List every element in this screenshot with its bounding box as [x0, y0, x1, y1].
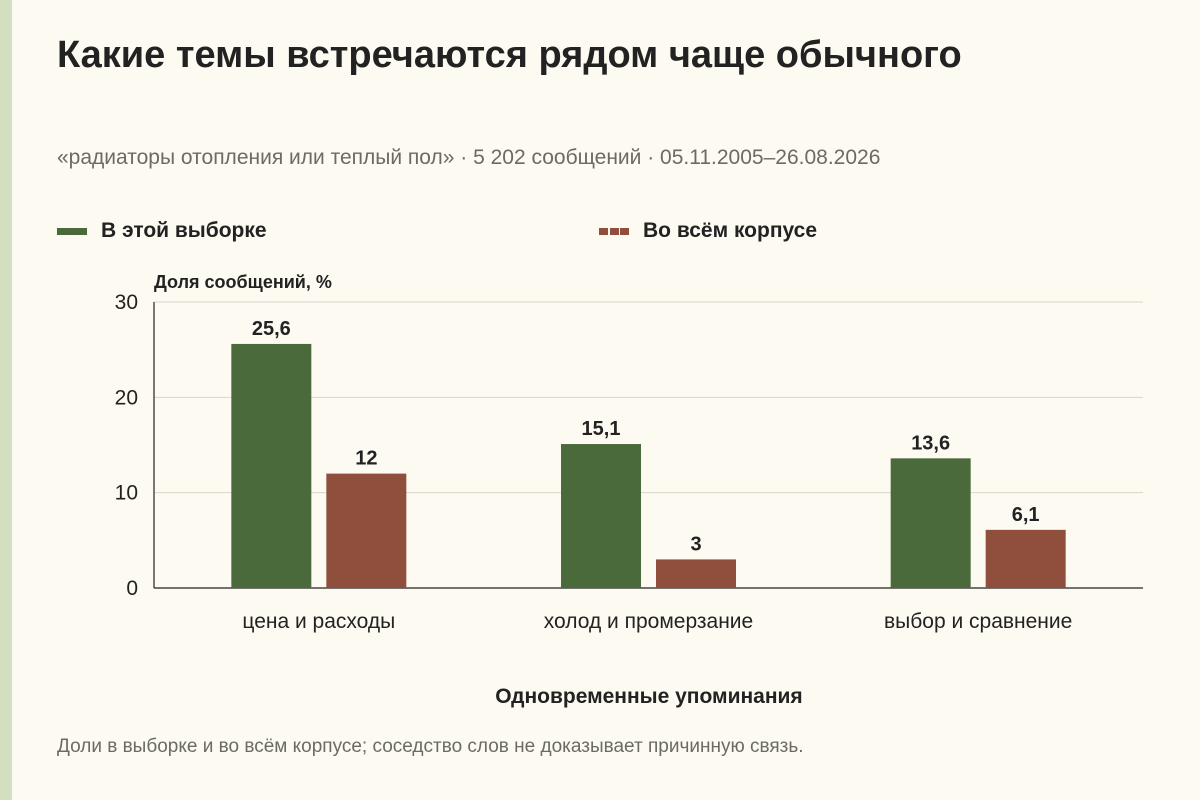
- legend-label-sample: В этой выборке: [101, 219, 267, 242]
- data-label: 13,6: [911, 432, 950, 454]
- x-tick-label: холод и промерзание: [544, 610, 753, 633]
- data-label: 12: [355, 448, 377, 470]
- bar-sample: [561, 444, 641, 588]
- data-label: 25,6: [252, 318, 291, 340]
- bar-corpus: [656, 559, 736, 588]
- x-tick-label: выбор и сравнение: [884, 610, 1072, 633]
- legend-item-sample: В этой выборке: [57, 219, 267, 243]
- chart-subtitle: «радиаторы отопления или теплый пол» · 5…: [57, 146, 881, 169]
- x-axis-title: Одновременные упоминания: [495, 685, 803, 708]
- y-tick-label: 30: [115, 291, 138, 314]
- bar-corpus: [985, 529, 1066, 588]
- footnote: Доли в выборке и во всём корпусе; соседс…: [57, 736, 804, 757]
- legend-swatch-sample: [57, 227, 87, 235]
- legend-item-corpus: Во всём корпусе: [599, 219, 817, 243]
- bar-sample: [231, 343, 312, 588]
- data-label: 6,1: [1012, 504, 1040, 526]
- y-tick-label: 10: [115, 482, 138, 505]
- chart-title: Какие темы встречаются рядом чаще обычно…: [57, 34, 962, 76]
- bar-corpus: [326, 473, 407, 588]
- bar-sample: [890, 458, 971, 588]
- legend-swatch-corpus: [599, 227, 629, 235]
- data-label: 3: [690, 533, 701, 555]
- legend-label-corpus: Во всём корпусе: [643, 219, 818, 242]
- y-tick-label: 0: [126, 577, 138, 600]
- x-tick-label: цена и расходы: [242, 610, 395, 633]
- data-label: 15,1: [582, 418, 621, 440]
- left-accent-bar: [0, 0, 12, 800]
- y-tick-label: 20: [115, 386, 138, 409]
- y-axis-title: Доля сообщений, %: [154, 272, 332, 292]
